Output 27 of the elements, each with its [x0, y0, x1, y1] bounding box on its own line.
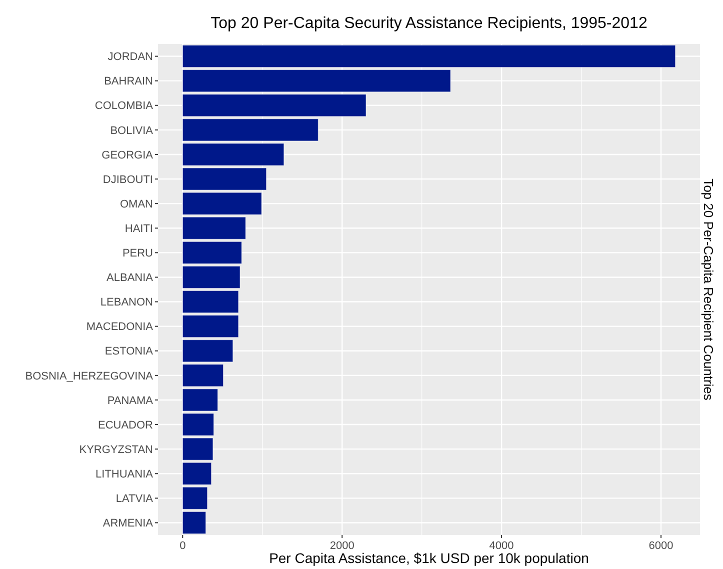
y-tick-label: ECUADOR: [98, 419, 154, 432]
y-tick-label: HAITI: [124, 222, 153, 235]
y-tick-label: PANAMA: [107, 394, 154, 407]
y-tick-label: ESTONIA: [104, 346, 154, 358]
y-tick-label: ALBANIA: [106, 272, 154, 284]
y-tick-label: LEBANON: [100, 296, 154, 309]
y-tick-label: COLOMBIA: [94, 100, 154, 112]
y-tick-label: KYRGYZSTAN: [79, 444, 154, 456]
y-tick-label: LITHUANIA: [96, 468, 154, 480]
y-tick-label: GEORGIA: [102, 149, 154, 162]
y-tick-label: JORDAN: [108, 51, 154, 64]
x-axis-title: Per Capita Assistance, $1k USD per 10k population: [269, 550, 589, 566]
x-tick-label: 4000: [489, 540, 514, 552]
y-tick-label: PERU: [122, 248, 154, 260]
y-tick-label: LATVIA: [116, 493, 154, 506]
y-tick-label: ARMENIA: [102, 518, 154, 530]
chart-title: Top 20 Per-Capita Security Assistance Recipients, 1995-2012: [210, 15, 648, 32]
y-tick-label: DJIBOUTI: [102, 174, 153, 186]
y-tick-label: BOSNIA_HERZEGOVINA: [25, 370, 154, 382]
x-tick-label: 0: [180, 540, 186, 552]
y-axis-title: Top 20 Per-Capita Recipient Countries: [701, 178, 716, 401]
y-tick-label: OMAN: [120, 198, 154, 210]
y-tick-label: BAHRAIN: [104, 76, 154, 88]
y-tick-label: BOLIVIA: [110, 124, 154, 137]
y-tick-label: MACEDONIA: [86, 321, 154, 334]
x-tick-label: 2000: [330, 540, 354, 552]
x-tick-label: 6000: [648, 540, 674, 552]
